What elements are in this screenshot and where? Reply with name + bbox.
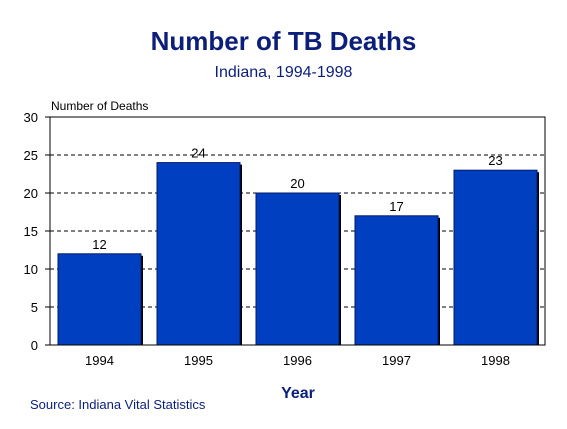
y-tick-label: 30 (24, 110, 38, 125)
data-label: 24 (191, 146, 205, 161)
y-tick-label: 20 (24, 186, 38, 201)
y-tick-label: 10 (24, 262, 38, 277)
x-tick-label: 1997 (382, 353, 411, 368)
bar-1996 (255, 192, 340, 346)
y-ticks: 0 5 10 15 20 25 30 (24, 110, 50, 353)
y-tick-label: 25 (24, 148, 38, 163)
bar-1994 (57, 253, 142, 346)
x-ticks: 1994 1995 1996 1997 1998 (85, 353, 510, 368)
x-tick-label: 1996 (283, 353, 312, 368)
y-tick-label: 0 (31, 338, 38, 353)
data-label: 20 (290, 176, 304, 191)
data-label: 17 (389, 199, 403, 214)
data-label: 23 (488, 153, 502, 168)
x-axis-label: Year (281, 385, 315, 402)
y-tick-label: 15 (24, 224, 38, 239)
x-tick-label: 1998 (481, 353, 510, 368)
x-tick-label: 1995 (184, 353, 213, 368)
source-note: Source: Indiana Vital Statistics (30, 397, 206, 412)
y-tick-label: 5 (31, 300, 38, 315)
chart-subtitle: Indiana, 1994-1998 (214, 64, 353, 81)
x-tick-label: 1994 (85, 353, 114, 368)
y-axis-label: Number of Deaths (51, 99, 148, 113)
chart-title: Number of TB Deaths (150, 26, 417, 56)
bar-1998 (453, 169, 538, 346)
data-label: 12 (92, 237, 106, 252)
bars: 12 24 20 17 23 (57, 146, 539, 346)
bar-1997 (354, 215, 439, 346)
bar-1995 (156, 162, 241, 346)
